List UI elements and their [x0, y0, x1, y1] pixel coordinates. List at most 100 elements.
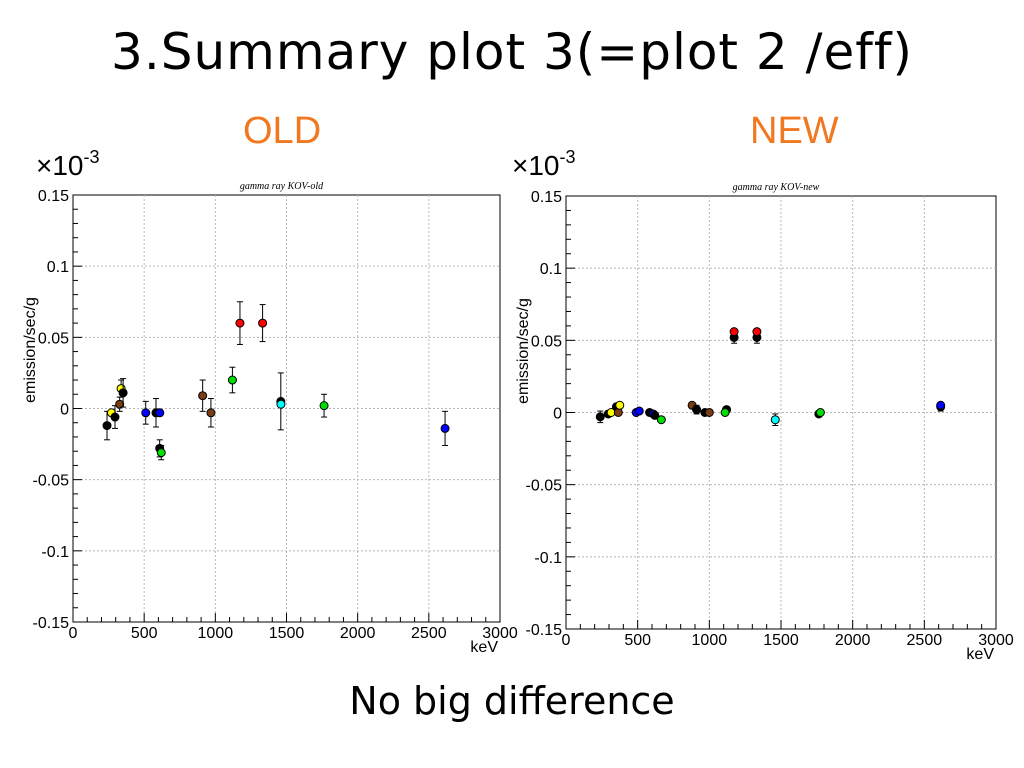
new-data-point — [936, 400, 946, 410]
old-marker — [115, 399, 125, 409]
new-data-point — [720, 408, 730, 417]
footer-text: No big difference — [349, 679, 675, 723]
new-y-tick-label: -0.1 — [534, 550, 562, 567]
new-data-point — [692, 404, 702, 415]
new-marker — [729, 327, 739, 337]
old-marker — [198, 391, 208, 401]
new-data-point — [770, 413, 780, 426]
new-y-axis-title: emission/sec/g — [515, 298, 532, 404]
old-y-tick-label: 0 — [60, 402, 69, 419]
new-data-point — [650, 410, 660, 420]
new-marker — [704, 408, 714, 417]
old-marker — [235, 318, 245, 328]
new-marker — [613, 408, 623, 417]
old-y-tick-label: -0.15 — [33, 615, 70, 632]
new-marker — [752, 327, 762, 337]
old-data-point — [206, 398, 216, 428]
new-x-tick-label: 2500 — [907, 632, 943, 649]
new-y-tick-label: 0.1 — [540, 261, 562, 278]
new-data-point — [729, 327, 739, 337]
scale-multiplier-old: ×10-3 — [36, 140, 100, 183]
new-data-point — [704, 408, 714, 417]
old-plot-title: gamma ray KOV-old — [240, 181, 324, 192]
old-y-tick-label: 0.05 — [38, 330, 69, 347]
new-marker — [815, 408, 825, 417]
old-x-tick-label: 2500 — [411, 625, 447, 642]
new-y-tick-label: -0.15 — [526, 622, 563, 639]
old-x-tick-label: 1000 — [198, 625, 234, 642]
scale-multiplier-new: ×10-3 — [512, 140, 576, 183]
old-marker — [118, 388, 128, 398]
old-y-tick-label: 0.1 — [47, 259, 69, 276]
new-marker — [720, 408, 730, 417]
old-marker — [227, 375, 237, 385]
new-y-tick-label: 0.05 — [531, 333, 562, 350]
new-marker — [692, 405, 702, 415]
scale-multiplier-old-base: ×10 — [36, 150, 84, 181]
new-data-point — [752, 327, 762, 337]
new-plot-title: gamma ray KOV-new — [733, 182, 820, 193]
old-marker — [155, 408, 165, 418]
new-data-point — [815, 408, 825, 417]
new-marker — [615, 400, 625, 410]
old-x-tick-label: 500 — [131, 625, 158, 642]
panel-label-new: NEW — [750, 110, 839, 152]
scale-multiplier-new-base: ×10 — [512, 150, 560, 181]
old-x-tick-label: 3000 — [482, 625, 518, 642]
old-data-point — [102, 410, 112, 441]
old-x-tick-label: 2000 — [340, 625, 376, 642]
old-marker — [258, 318, 268, 328]
old-marker — [156, 448, 166, 458]
new-marker — [595, 412, 605, 422]
new-x-tick-label: 1000 — [692, 632, 728, 649]
new-y-tick-label: 0.15 — [531, 189, 562, 206]
new-x-tick-label: 0 — [562, 632, 571, 649]
new-x-tick-label: 1500 — [763, 632, 799, 649]
old-marker — [102, 421, 112, 431]
new-x-axis-title: keV — [966, 646, 994, 663]
new-data-point — [634, 406, 644, 416]
old-data-point — [155, 408, 165, 418]
new-x-tick-label: 500 — [624, 632, 651, 649]
old-marker — [141, 408, 151, 418]
old-x-axis-title: keV — [470, 639, 498, 656]
old-data-point — [258, 304, 268, 343]
new-data-point — [613, 408, 623, 417]
old-y-tick-label: -0.1 — [41, 544, 69, 561]
old-data-point — [227, 366, 237, 394]
slide-title: 3.Summary plot 3(=plot 2 /eff) — [111, 23, 913, 81]
new-marker — [656, 415, 666, 425]
old-data-point — [276, 399, 286, 409]
old-y-axis-title: emission/sec/g — [22, 297, 39, 403]
new-x-tick-label: 3000 — [978, 632, 1014, 649]
new-data-point — [656, 415, 666, 425]
old-y-tick-label: 0.15 — [38, 188, 69, 205]
old-data-point — [319, 393, 329, 418]
old-data-point — [440, 410, 450, 447]
old-x-tick-label: 0 — [69, 625, 78, 642]
old-marker — [110, 412, 120, 422]
scale-multiplier-new-exponent: -3 — [559, 147, 576, 167]
old-data-point — [235, 301, 245, 345]
old-marker — [440, 423, 450, 433]
old-data-point — [156, 445, 166, 461]
new-data-point — [615, 400, 625, 410]
new-x-tick-label: 2000 — [835, 632, 871, 649]
old-data-point — [141, 400, 151, 425]
old-marker — [276, 399, 286, 409]
old-data-point — [198, 379, 208, 412]
scale-multiplier-old-exponent: -3 — [83, 147, 100, 167]
new-y-tick-label: -0.05 — [526, 478, 563, 495]
old-y-tick-label: -0.05 — [33, 473, 70, 490]
old-marker — [206, 408, 216, 418]
new-marker — [770, 415, 780, 425]
new-marker — [634, 406, 644, 416]
old-marker — [319, 401, 329, 411]
new-y-tick-label: 0 — [553, 406, 562, 423]
old-x-tick-label: 1500 — [269, 625, 305, 642]
new-marker — [650, 410, 660, 420]
old-data-point — [118, 378, 128, 408]
new-marker — [936, 400, 946, 410]
